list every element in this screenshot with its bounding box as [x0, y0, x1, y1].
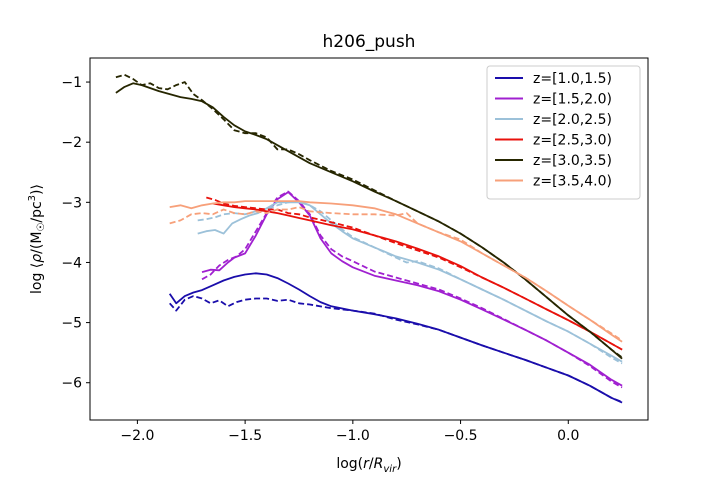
legend-label: z=[2.0,2.5)	[533, 112, 612, 128]
x-axis-label: log(r/Rvir)	[336, 456, 401, 475]
series-layer	[115, 73, 623, 404]
x-tick-label: 0.0	[557, 428, 579, 444]
legend-label: z=[2.5,3.0)	[533, 133, 612, 149]
legend-label: z=[3.0,3.5)	[533, 153, 612, 169]
legend-box	[486, 65, 641, 200]
y-axis-label: log ⟨ρ/(M☉/pc3)⟩	[27, 184, 47, 294]
y-tick-label: −3	[61, 195, 82, 211]
series-1-dashed-line	[169, 295, 623, 403]
series-2-solid-line	[201, 191, 623, 387]
series-6-solid-line	[169, 200, 623, 343]
x-tick-label: −2.0	[120, 428, 154, 444]
series-1-solid-line	[168, 272, 623, 404]
y-tick-label: −2	[61, 135, 82, 151]
legend-label: z=[3.5,4.0)	[533, 174, 612, 190]
series-6-dashed-line	[169, 206, 623, 342]
series-4-solid-line	[212, 202, 623, 351]
x-axis: −2.0 −1.5 −1.0 −0.5 0.0	[120, 420, 579, 444]
series-3-solid-line	[197, 201, 623, 363]
svg-text:log ⟨ρ/(M☉/pc3)⟩: log ⟨ρ/(M☉/pc3)⟩	[27, 184, 47, 294]
svg-text:log(r/Rvir): log(r/Rvir)	[336, 456, 401, 475]
y-tick-label: −4	[61, 255, 82, 271]
legend-label: z=[1.5,2.0)	[533, 92, 612, 108]
x-tick-label: −1.5	[228, 428, 262, 444]
y-tick-label: −5	[61, 316, 82, 332]
legend: z=[1.0,1.5) z=[1.5,2.0) z=[2.0,2.5) z=[2.5,…	[486, 65, 641, 200]
x-tick-label: −1.0	[336, 428, 370, 444]
y-tick-label: −6	[61, 376, 82, 392]
x-tick-label: −0.5	[444, 428, 478, 444]
y-axis: −6 −5 −4 −3 −2 −1	[61, 75, 90, 392]
series-5-solid-line	[115, 82, 623, 360]
series-4-dashed-line	[206, 196, 623, 351]
legend-label: z=[1.0,1.5)	[533, 71, 612, 87]
y-tick-label: −1	[61, 75, 82, 91]
chart-title: h206_push	[323, 32, 416, 52]
plot-frame	[89, 57, 649, 421]
